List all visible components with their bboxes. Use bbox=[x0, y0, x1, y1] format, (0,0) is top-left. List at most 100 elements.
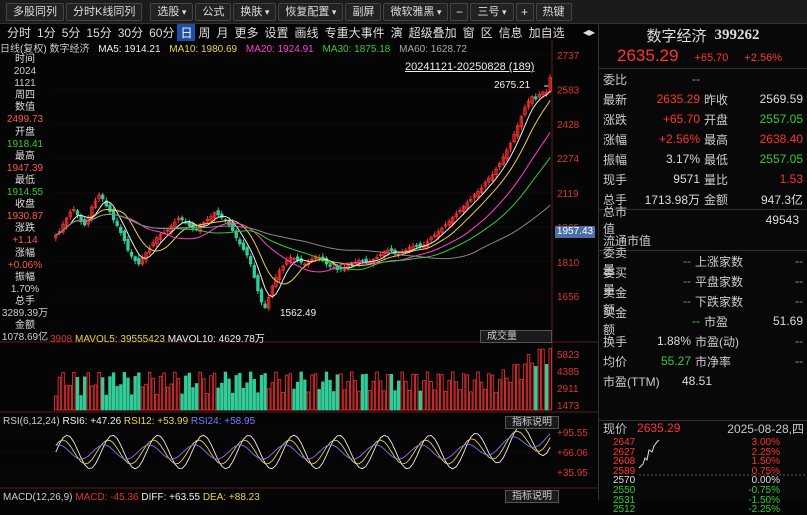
ma30-legend: MA30: 1875.18 bbox=[322, 44, 391, 55]
quote-key: 涨跌 bbox=[603, 112, 628, 127]
volume-bar bbox=[64, 385, 69, 411]
volume-bar bbox=[158, 375, 163, 411]
info-label: 总手 bbox=[15, 295, 35, 307]
candle-body bbox=[101, 194, 105, 200]
period-tab-14[interactable]: 超级叠加 bbox=[408, 25, 457, 40]
period-tab-0[interactable]: 分时 bbox=[7, 25, 32, 40]
period-tab-16[interactable]: 区 bbox=[480, 25, 493, 40]
price-axis-label: 2583 bbox=[557, 85, 580, 96]
macd-help-button[interactable]: 指标说明 bbox=[505, 490, 559, 503]
info-label: 周四 bbox=[15, 90, 35, 102]
intraday-k-button[interactable]: 分时K线同列 bbox=[66, 2, 143, 21]
restore-config-button[interactable]: 恢复配置 bbox=[278, 2, 344, 21]
stock-title: 数字经济 399262 bbox=[599, 24, 807, 46]
volume-bar bbox=[512, 364, 516, 411]
font-size-minus-button[interactable]: − bbox=[450, 2, 469, 21]
quote-value: -- bbox=[795, 354, 803, 368]
period-tab-13[interactable]: 演 bbox=[390, 25, 403, 40]
multi-stock-button[interactable]: 多股同列 bbox=[6, 2, 64, 21]
quote-row: 买金额 -- 市盈 51.69 bbox=[599, 306, 807, 337]
volume-bar bbox=[241, 387, 246, 411]
font-size-plus-button[interactable]: + bbox=[515, 2, 534, 21]
select-stock-button[interactable]: 选股 bbox=[150, 2, 194, 21]
quote-key: 平盘家数 bbox=[695, 274, 744, 289]
volume-bar bbox=[274, 371, 278, 411]
period-tab-8[interactable]: 月 bbox=[216, 25, 229, 40]
volume-bar bbox=[176, 378, 181, 411]
volume-bar bbox=[198, 371, 202, 411]
volume-bar bbox=[393, 390, 397, 411]
rsi24-legend: RSI24: +58.95 bbox=[190, 416, 256, 427]
volume-bar bbox=[151, 377, 155, 411]
candle-body bbox=[241, 242, 246, 250]
volume-bar bbox=[227, 378, 231, 411]
quote-value: -- bbox=[683, 294, 691, 308]
ma20-line bbox=[55, 131, 551, 273]
font-select[interactable]: 微软雅黑 bbox=[383, 2, 449, 21]
copy-screen-button[interactable]: 副屏 bbox=[345, 2, 382, 21]
period-tab-9[interactable]: 更多 bbox=[234, 25, 259, 40]
stock-code: 399262 bbox=[714, 26, 760, 43]
candle-body bbox=[479, 187, 484, 193]
quote-row: 涨幅 +2.56% 最高 2638.40 bbox=[599, 129, 807, 149]
quote-value: 3.17% bbox=[665, 152, 700, 166]
range-tag[interactable]: 20241121-20250828 (189) bbox=[405, 61, 535, 73]
kline-chart[interactable]: 2737258324282274211919651810165658234385… bbox=[0, 0, 598, 500]
volume-bar bbox=[267, 388, 271, 411]
period-tab-18[interactable]: 加自选 bbox=[528, 25, 565, 40]
tick-scale-row: 2570 0.00% bbox=[599, 476, 807, 486]
volume-bar bbox=[299, 371, 303, 411]
volume-bar bbox=[487, 373, 491, 411]
info-label: 振幅 bbox=[15, 271, 35, 283]
quote-value: 55.27 bbox=[660, 354, 691, 368]
candle-body bbox=[494, 168, 498, 176]
skin-button[interactable]: 换肤 bbox=[233, 2, 277, 21]
volume-bar bbox=[505, 377, 509, 411]
rsi-help-button[interactable]: 指标说明 bbox=[505, 416, 559, 429]
quote-key: 均价 bbox=[603, 354, 628, 369]
ma-legend: 日线(复权) 数字经济 MA5: 1914.21 MA10: 1980.69 M… bbox=[0, 40, 560, 55]
period-tab-3[interactable]: 15分 bbox=[86, 25, 112, 40]
quote-key: 涨幅 bbox=[603, 132, 628, 147]
period-tab-12[interactable]: 专重大事件 bbox=[324, 25, 385, 40]
period-tab-17[interactable]: 信息 bbox=[498, 25, 523, 40]
volume-indicator-button[interactable]: 成交量 bbox=[480, 330, 552, 343]
period-tab-6[interactable]: 日 bbox=[177, 23, 196, 41]
candle-body bbox=[68, 211, 72, 218]
period-tab-10[interactable]: 设置 bbox=[264, 25, 289, 40]
period-tab-2[interactable]: 5分 bbox=[61, 25, 81, 40]
collapse-icon[interactable]: ◂▸ bbox=[582, 25, 595, 39]
candle-body bbox=[104, 200, 108, 207]
tick-pct: 1.50% bbox=[751, 456, 780, 468]
quote-value: -- bbox=[692, 314, 700, 328]
quote-key: 昨收 bbox=[704, 92, 729, 107]
volume-bar bbox=[223, 371, 228, 411]
volume-bar bbox=[126, 377, 130, 411]
quote-key: 金额 bbox=[704, 192, 729, 207]
quote-value: 2557.05 bbox=[759, 152, 803, 166]
mini-tick-chart[interactable]: 现价 2635.29 2025-08-28,四 2647 3.00% 2627 2.2… bbox=[599, 420, 807, 514]
crosshair-info-column: 时间 2024 1121 周四 数值 2499.73 开盘 1918.41 最高 1947.39 最… bbox=[0, 54, 50, 344]
quote-row: 流通市值 bbox=[599, 230, 807, 250]
ma60-legend: MA60: 1628.72 bbox=[399, 44, 467, 55]
font-size-select[interactable]: 三号 bbox=[470, 2, 514, 21]
candle-body bbox=[465, 202, 469, 209]
period-tab-5[interactable]: 60分 bbox=[149, 25, 175, 40]
tick-price-label: 现价 bbox=[603, 421, 628, 436]
hotkey-button[interactable]: 热键 bbox=[535, 2, 572, 21]
period-tab-4[interactable]: 30分 bbox=[117, 25, 144, 40]
candle-body bbox=[234, 230, 238, 239]
period-tab-1[interactable]: 1分 bbox=[37, 25, 56, 40]
period-tab-7[interactable]: 周 bbox=[198, 25, 211, 40]
formula-button[interactable]: 公式 bbox=[195, 2, 232, 21]
volume-bar bbox=[465, 374, 469, 411]
volume-bar bbox=[368, 389, 372, 411]
info-label: 涨幅 bbox=[15, 247, 35, 259]
period-tab-11[interactable]: 画线 bbox=[294, 25, 319, 40]
candle-body bbox=[415, 244, 419, 247]
volume-bar bbox=[479, 381, 484, 411]
info-label: 数值 bbox=[15, 102, 35, 114]
period-tab-15[interactable]: 窗 bbox=[462, 25, 475, 40]
volume-bar bbox=[90, 385, 94, 411]
volume-bar bbox=[144, 383, 148, 411]
